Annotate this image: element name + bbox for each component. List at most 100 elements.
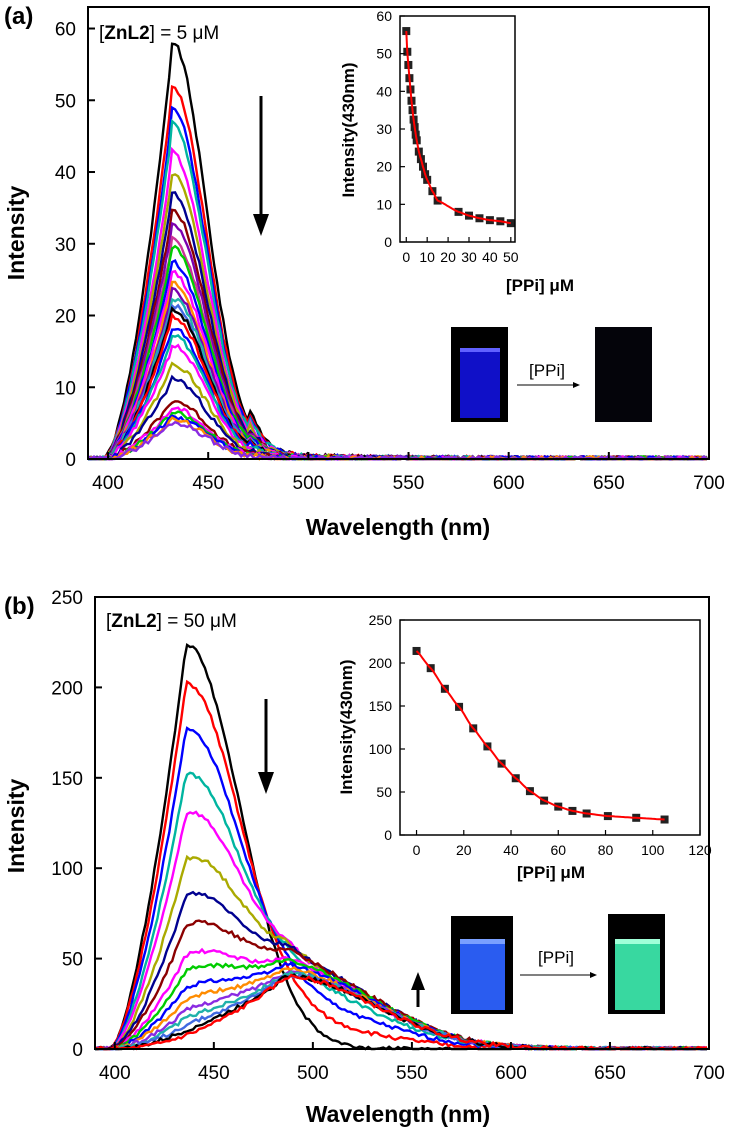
panel-b-inset-y-tick-label: 0: [384, 827, 392, 843]
panel-b-inset-ticks: 0 20 40 60 80 100 120 0 50 100 150 200 250: [369, 612, 712, 858]
panel-b-inset-y-tick-label: 150: [369, 698, 393, 714]
panel-a-label: (a): [4, 3, 33, 30]
panel-b-x-axis-title: Wavelength (nm): [306, 1101, 490, 1127]
panel-a-inset-point: [402, 27, 411, 36]
panel-a-inset-point: [506, 219, 515, 228]
panel-a-inset-y-tick-label: 20: [376, 159, 392, 175]
panel-b-species: ZnL2: [111, 611, 156, 632]
panel-a-inset-y-tick-label: 0: [384, 234, 392, 250]
panel-b-inset-y-title: Intensity(430nm): [337, 659, 356, 794]
panel-a-x-tick-label: 450: [192, 473, 224, 494]
panel-a-concentration-label: [ZnL2] = 5 μM: [99, 23, 219, 44]
panel-a-inset-y-title: Intensity(430nm): [339, 62, 358, 197]
panel-a-y-tick-label: 50: [55, 91, 76, 112]
panel-b-x-tick-label: 650: [594, 1063, 626, 1084]
panel-b-concentration-value: 50 μM: [184, 611, 237, 632]
panel-b: (b) 400 450 500 550 600 650 700050100150200250…: [3, 588, 725, 1127]
panel-b-inset-fit-curve: [415, 650, 665, 821]
panel-a-x-tick-label: 600: [493, 473, 525, 494]
panel-b-inset-x-tick-label: 0: [413, 842, 421, 858]
panel-b-x-tick-label: 450: [198, 1063, 230, 1084]
panel-a-inset-ticks: 0 10 20 30 40 50 0 10 20 30 40 50 60: [376, 8, 518, 265]
panel-a-photo-arrowhead: [573, 382, 580, 388]
panel-b-inset-x-tick-label: 100: [641, 842, 665, 858]
panel-a-x-tick-label: 650: [593, 473, 625, 494]
panel-b-inset-frame: [399, 619, 701, 836]
panel-b-vial-after-glow: [615, 943, 660, 1010]
panel-a-plot-frame: [87, 6, 710, 460]
panel-b-inset-y-tick-label: 250: [369, 612, 393, 628]
panel-a-inset-x-title: [PPi] μM: [506, 276, 574, 295]
panel-b-increase-arrow: [411, 972, 425, 1007]
panel-a-inset-y-tick-label: 50: [376, 46, 392, 62]
panel-a-photo-arrow-label: [PPi]: [529, 361, 565, 380]
panel-b-label: (b): [4, 593, 35, 620]
panel-a-inset-x-tick-label: 10: [419, 249, 435, 265]
panel-a-y-tick-label: 30: [55, 235, 76, 256]
panel-a-species: ZnL2: [104, 23, 149, 44]
panel-b-y-axis-title: Intensity: [3, 779, 29, 874]
panel-b-x-tick-label: 550: [396, 1063, 428, 1084]
panel-b-x-tick-label: 700: [693, 1063, 725, 1084]
panel-a-spectrum: [87, 416, 708, 461]
panel-b-photo-arrow-label: [PPi]: [538, 948, 574, 967]
panel-a-inset-y-tick-label: 60: [376, 8, 392, 24]
panel-b-inset-x-title: [PPi] μM: [517, 863, 585, 882]
panel-a-y-tick-label: 0: [65, 450, 76, 471]
panel-b-y-tick-label: 50: [62, 950, 83, 971]
panel-b-vial-photos: [PPi]: [451, 914, 665, 1014]
panel-b-inset-x-tick-label: 120: [688, 842, 712, 858]
panel-b-inset-x-tick-label: 60: [550, 842, 566, 858]
panel-a-y-tick-label: 20: [55, 307, 76, 328]
panel-a-y-tick-label: 60: [55, 20, 76, 41]
panel-a-inset-x-tick-label: 50: [503, 249, 519, 265]
panel-b-inset-x-tick-label: 40: [503, 842, 519, 858]
panel-a-x-tick-label: 500: [293, 473, 325, 494]
panel-a-vial-before-meniscus: [460, 348, 500, 352]
panel-a-decrease-arrow: [253, 96, 269, 236]
panel-a-vial-photos: [PPi]: [451, 327, 652, 422]
panel-a-vial-after: [595, 327, 652, 422]
panel-b-inset-x-tick-label: 80: [598, 842, 614, 858]
panel-a-inset-x-tick-label: 40: [482, 249, 498, 265]
panel-a-y-tick-label: 10: [55, 378, 76, 399]
panel-b-decrease-arrow: [258, 699, 274, 794]
panel-b-x-tick-label: 600: [495, 1063, 527, 1084]
panel-b-inset-point: [412, 646, 421, 655]
panel-b-y-tick-label: 100: [51, 859, 83, 880]
panel-b-concentration-label: [ZnL2] = 50 μM: [106, 611, 237, 632]
panel-b-vial-before-glow: [460, 943, 505, 1010]
panel-b-vial-after-meniscus: [615, 939, 660, 944]
panel-b-inset-points: [412, 646, 669, 824]
panel-a-inset-x-tick-label: 30: [461, 249, 477, 265]
panel-b-y-tick-label: 250: [51, 588, 83, 609]
panel-b-y-tick-label: 0: [72, 1040, 83, 1061]
panel-b-inset-x-tick-label: 20: [456, 842, 472, 858]
panel-a-inset-y-tick-label: 10: [376, 196, 392, 212]
panel-a-concentration-value: 5 μM: [177, 23, 220, 44]
panel-a-y-tick-label: 40: [55, 163, 76, 184]
panel-a-inset-points: [402, 27, 515, 228]
panel-a-x-axis-title: Wavelength (nm): [306, 514, 490, 540]
panel-a-y-axis-title: Intensity: [3, 186, 29, 281]
panel-a-inset-fit-curve: [405, 31, 512, 225]
panel-a-inset-y-tick-label: 40: [376, 83, 392, 99]
panel-b-x-tick-label: 500: [297, 1063, 329, 1084]
panel-a-x-tick-label: 400: [92, 473, 124, 494]
panel-b-photo-arrowhead: [590, 972, 597, 978]
panel-b-inset-y-tick-label: 100: [369, 741, 393, 757]
panel-a-vial-before-glow: [460, 352, 500, 418]
panel-a-inset-plot: 0 10 20 30 40 50 0 10 20 30 40 50 60 [PPi] μM Intens…: [339, 8, 574, 295]
panel-b-y-tick-label: 150: [51, 769, 83, 790]
panel-b-y-tick-label: 200: [51, 678, 83, 699]
panel-a-spectrum: [87, 420, 708, 461]
panel-b-vial-before-meniscus: [460, 939, 505, 944]
panel-b-plot-frame: [94, 596, 710, 1050]
